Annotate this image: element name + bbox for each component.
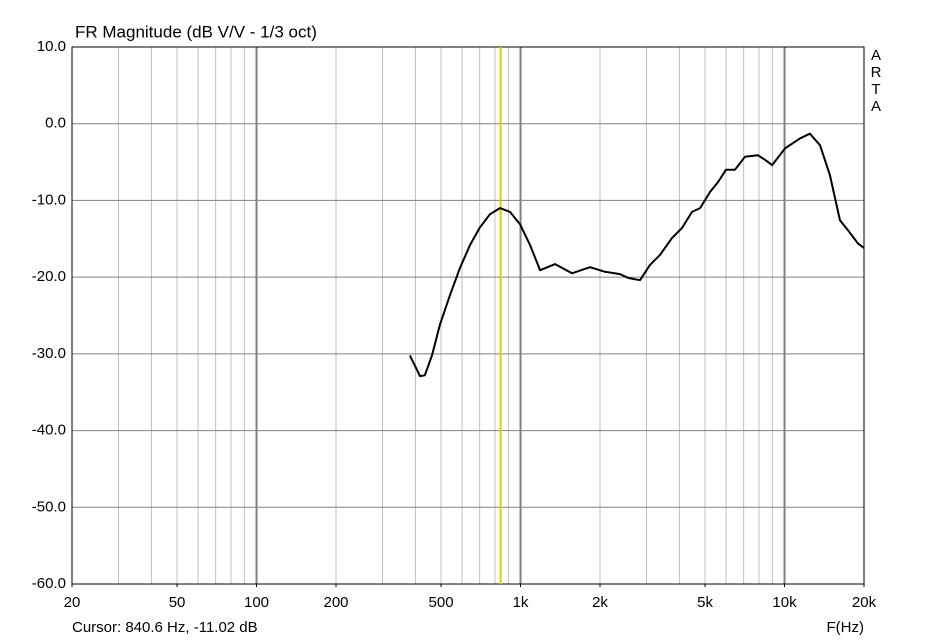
watermark-letter: R — [871, 64, 882, 81]
x-axis-label: F(Hz) — [827, 619, 865, 636]
data-line — [409, 132, 865, 378]
x-tick-label: 100 — [244, 594, 269, 611]
x-tick-label: 20 — [64, 594, 81, 611]
x-tick-label: 50 — [169, 594, 186, 611]
x-tick-label: 10k — [772, 594, 797, 611]
y-tick-label: -30.0 — [32, 345, 66, 362]
y-tick-label: -40.0 — [32, 422, 66, 439]
y-tick-label: -50.0 — [32, 498, 66, 515]
x-tick-label: 2k — [592, 594, 608, 611]
y-tick-label: -20.0 — [32, 268, 66, 285]
x-tick-label: 500 — [429, 594, 454, 611]
y-tick-label: -10.0 — [32, 191, 66, 208]
y-tick-label: 0.0 — [45, 115, 66, 132]
watermark-letter: A — [871, 47, 881, 64]
x-tick-label: 200 — [323, 594, 348, 611]
cursor-readout: Cursor: 840.6 Hz, -11.02 dB — [72, 619, 258, 636]
x-tick-label: 20k — [852, 594, 877, 611]
watermark-letter: A — [871, 98, 881, 115]
x-tick-label: 5k — [697, 594, 713, 611]
x-tick-label: 1k — [513, 594, 529, 611]
y-tick-label: 10.0 — [37, 38, 66, 55]
y-tick-label: -60.0 — [32, 575, 66, 592]
chart-title: FR Magnitude (dB V/V - 1/3 oct) — [75, 22, 317, 41]
watermark-letter: T — [871, 81, 880, 98]
plot-frame — [71, 46, 865, 585]
